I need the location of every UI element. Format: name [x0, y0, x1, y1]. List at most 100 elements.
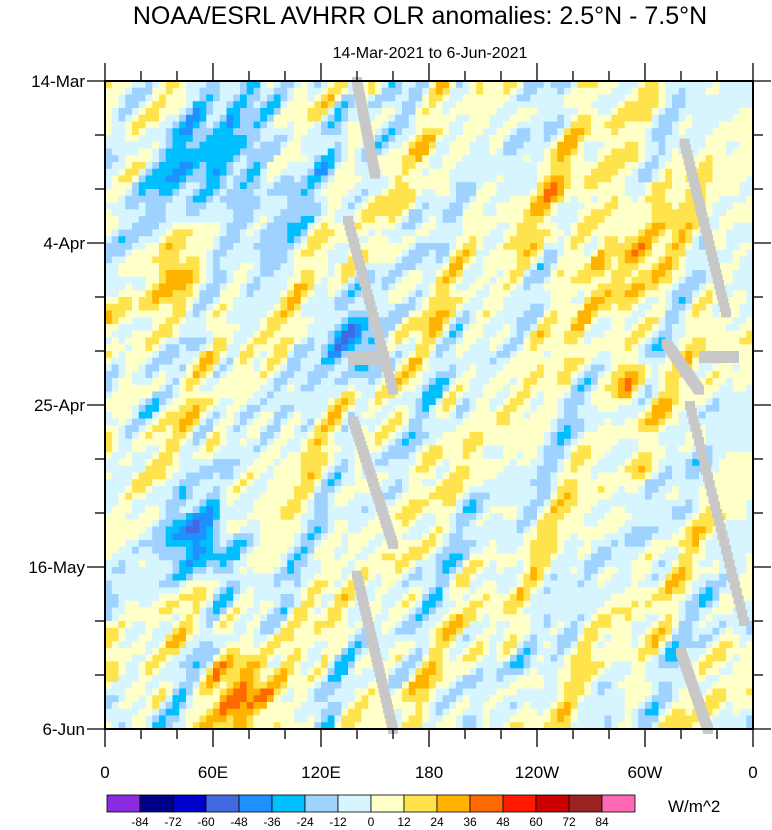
anomaly-cell: [213, 398, 221, 406]
anomaly-cell: [442, 121, 450, 129]
anomaly-cell: [381, 398, 390, 406]
anomaly-cell: [111, 317, 120, 325]
anomaly-cell: [159, 310, 167, 318]
anomaly-cell: [604, 148, 612, 156]
anomaly-cell: [125, 263, 133, 271]
anomaly-cell: [354, 175, 363, 183]
anomaly-cell: [294, 283, 302, 291]
anomaly-cell: [226, 182, 234, 190]
anomaly-cell: [145, 229, 153, 237]
anomaly-cell: [476, 189, 484, 197]
anomaly-cell: [341, 209, 349, 217]
anomaly-cell: [287, 94, 295, 102]
anomaly-cell: [645, 425, 653, 433]
anomaly-cell: [685, 182, 693, 190]
anomaly-cell: [611, 175, 619, 183]
anomaly-cell: [294, 378, 302, 386]
anomaly-cell: [408, 357, 417, 366]
anomaly-cell: [618, 94, 626, 102]
anomaly-cell: [321, 243, 329, 251]
anomaly-cell: [267, 270, 275, 278]
anomaly-cell: [300, 357, 309, 366]
anomaly-cell: [638, 344, 646, 352]
anomaly-cell: [537, 317, 545, 325]
anomaly-cell: [503, 283, 511, 291]
anomaly-cell: [294, 384, 302, 393]
anomaly-cell: [138, 162, 147, 170]
anomaly-cell: [651, 411, 660, 420]
anomaly-cell: [408, 249, 417, 258]
anomaly-cell: [381, 317, 390, 325]
anomaly-cell: [294, 337, 302, 345]
anomaly-cell: [199, 128, 207, 136]
anomaly-cell: [651, 229, 660, 237]
anomaly-cell: [672, 391, 680, 399]
anomaly-cell: [368, 121, 376, 129]
anomaly-cell: [543, 81, 552, 89]
anomaly-cell: [381, 270, 390, 278]
anomaly-cell: [611, 162, 619, 170]
anomaly-cell: [570, 202, 579, 210]
anomaly-cell: [543, 222, 552, 231]
anomaly-cell: [462, 317, 471, 325]
anomaly-cell: [483, 209, 491, 217]
anomaly-cell: [678, 317, 687, 325]
anomaly-cell: [354, 168, 363, 177]
anomaly-cell: [496, 283, 504, 291]
anomaly-cell: [402, 135, 410, 143]
anomaly-cell: [699, 168, 707, 177]
anomaly-cell: [476, 195, 484, 204]
anomaly-cell: [368, 87, 376, 96]
anomaly-cell: [672, 148, 680, 156]
anomaly-cell: [577, 357, 585, 366]
anomaly-cell: [712, 297, 720, 305]
anomaly-cell: [523, 290, 531, 298]
anomaly-cell: [111, 87, 120, 96]
anomaly-cell: [118, 378, 126, 386]
anomaly-cell: [381, 405, 390, 413]
anomaly-cell: [192, 337, 201, 345]
anomaly-cell: [327, 209, 336, 217]
anomaly-cell: [375, 283, 383, 291]
anomaly-cell: [469, 243, 477, 251]
anomaly-cell: [685, 330, 693, 339]
anomaly-cell: [665, 229, 673, 237]
anomaly-cell: [611, 128, 619, 136]
anomaly-cell: [726, 317, 734, 325]
anomaly-cell: [273, 162, 282, 170]
anomaly-cell: [138, 290, 147, 298]
anomaly-cell: [138, 337, 147, 345]
anomaly-cell: [732, 155, 741, 163]
anomaly-cell: [260, 168, 268, 177]
anomaly-cell: [408, 310, 417, 318]
anomaly-cell: [476, 330, 484, 339]
anomaly-cell: [476, 270, 484, 278]
anomaly-cell: [496, 209, 504, 217]
anomaly-cell: [577, 324, 585, 332]
anomaly-cell: [287, 81, 295, 89]
anomaly-cell: [651, 351, 660, 359]
anomaly-cell: [631, 148, 639, 156]
anomaly-cell: [422, 216, 430, 224]
anomaly-cell: [402, 121, 410, 129]
anomaly-cell: [165, 101, 174, 109]
anomaly-cell: [408, 411, 417, 420]
anomaly-cell: [402, 216, 410, 224]
anomaly-cell: [199, 303, 207, 312]
anomaly-cell: [449, 357, 457, 366]
anomaly-cell: [395, 202, 403, 210]
anomaly-cell: [496, 344, 504, 352]
anomaly-cell: [402, 405, 410, 413]
anomaly-cell: [564, 337, 572, 345]
anomaly-cell: [442, 317, 450, 325]
anomaly-cell: [334, 229, 342, 237]
anomaly-cell: [381, 189, 390, 197]
anomaly-cell: [570, 87, 579, 96]
anomaly-cell: [483, 162, 491, 170]
anomaly-cell: [408, 108, 417, 116]
anomaly-cell: [699, 276, 707, 285]
anomaly-cell: [192, 87, 201, 96]
anomaly-cell: [705, 155, 714, 163]
anomaly-cell: [456, 411, 464, 420]
anomaly-cell: [395, 121, 403, 129]
